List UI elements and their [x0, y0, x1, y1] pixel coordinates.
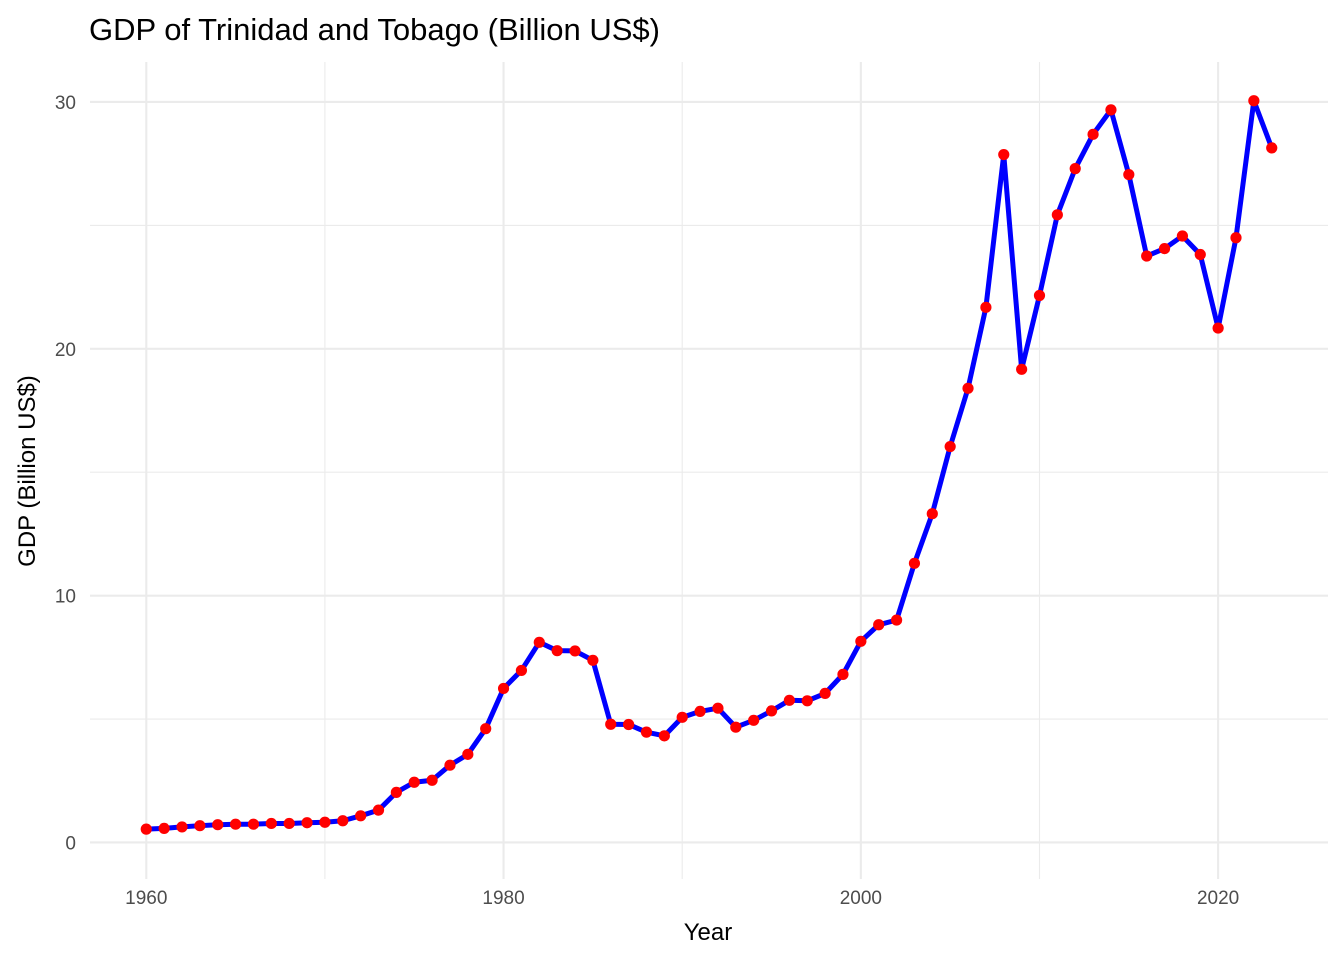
gdp-data-point: [783, 694, 795, 706]
gdp-data-point: [1141, 250, 1153, 262]
grid-lines: [90, 62, 1328, 879]
x-tick-label: 2020: [1197, 888, 1239, 909]
gdp-data-point: [158, 822, 170, 835]
gdp-data-point: [926, 508, 938, 520]
gdp-data-point: [819, 687, 831, 699]
gdp-data-point: [1051, 209, 1063, 221]
x-tick-label: 2000: [840, 888, 882, 909]
x-axis-title: Year: [684, 919, 733, 946]
y-tick-label: 20: [55, 340, 76, 361]
gdp-data-point: [176, 821, 188, 833]
gdp-data-point: [1105, 104, 1117, 116]
gdp-data-point: [533, 636, 545, 648]
gdp-data-point: [623, 718, 635, 731]
gdp-data-point: [212, 819, 224, 831]
gdp-data-point: [444, 759, 456, 771]
y-tick-label: 10: [55, 587, 76, 608]
gdp-data-point: [1033, 289, 1046, 302]
gdp-data-point: [980, 301, 992, 313]
gdp-series-line: [146, 98, 1275, 832]
gdp-data-point: [801, 695, 813, 707]
gdp-data-point: [1158, 243, 1171, 255]
gdp-data-point: [355, 810, 367, 822]
gdp-data-point: [587, 654, 599, 666]
gdp-data-point: [944, 440, 956, 453]
gdp-data-point: [962, 382, 974, 394]
gdp-data-point: [676, 711, 688, 723]
gdp-data-point: [765, 705, 778, 717]
gdp-data-point: [497, 682, 510, 695]
gdp-data-point: [515, 664, 528, 677]
series-layer: [140, 95, 1278, 835]
gdp-data-point: [1266, 142, 1278, 154]
x-tick-label: 1960: [125, 888, 167, 909]
chart-title: GDP of Trinidad and Tobago (Billion US$): [89, 12, 660, 47]
gdp-data-point: [462, 748, 474, 760]
gdp-data-point: [194, 820, 206, 832]
gdp-data-point: [1212, 322, 1224, 334]
gdp-data-point: [551, 645, 563, 657]
gdp-data-point: [873, 619, 885, 631]
y-tick-label: 0: [65, 833, 76, 854]
gdp-data-point: [265, 817, 277, 830]
gdp-data-point: [890, 614, 903, 626]
gdp-data-point: [1230, 232, 1242, 244]
gdp-data-point: [408, 776, 420, 788]
gdp-data-point: [480, 723, 492, 735]
gdp-data-point: [372, 804, 385, 816]
gdp-data-point: [998, 148, 1010, 161]
gdp-data-point: [1069, 163, 1081, 175]
gdp-data-point: [712, 702, 724, 714]
gdp-data-point: [301, 817, 313, 829]
y-axis-title: GDP (Billion US$): [14, 375, 41, 567]
gdp-data-point: [694, 705, 706, 718]
gdp-data-point: [319, 816, 331, 828]
gdp-data-point: [1087, 128, 1099, 140]
gdp-data-point: [229, 818, 242, 830]
gdp-data-point: [1176, 230, 1189, 242]
gdp-data-point: [247, 818, 260, 830]
gdp-data-point: [1016, 363, 1028, 375]
gdp-data-point: [283, 817, 295, 830]
gdp-data-point: [855, 635, 867, 647]
y-axis-ticks: 0 10 20 30: [55, 93, 76, 854]
gdp-data-point: [605, 718, 617, 730]
gdp-data-point: [426, 774, 438, 786]
gdp-data-point: [337, 815, 349, 827]
gdp-data-point: [658, 730, 670, 742]
x-axis-ticks: 1960 1980 2000 2020: [125, 888, 1239, 909]
gdp-data-point: [140, 823, 152, 835]
x-tick-label: 1980: [482, 888, 524, 909]
y-tick-label: 30: [55, 93, 76, 114]
gdp-data-point: [1194, 248, 1206, 261]
gdp-data-point: [640, 726, 653, 738]
gdp-data-point: [1123, 168, 1135, 181]
gdp-data-point: [569, 645, 581, 657]
gdp-data-point: [748, 714, 760, 726]
gdp-data-point: [730, 721, 742, 733]
gdp-data-point: [390, 786, 402, 798]
gdp-data-point: [1248, 95, 1260, 107]
gdp-data-point: [837, 668, 849, 680]
gdp-data-point: [908, 557, 921, 569]
